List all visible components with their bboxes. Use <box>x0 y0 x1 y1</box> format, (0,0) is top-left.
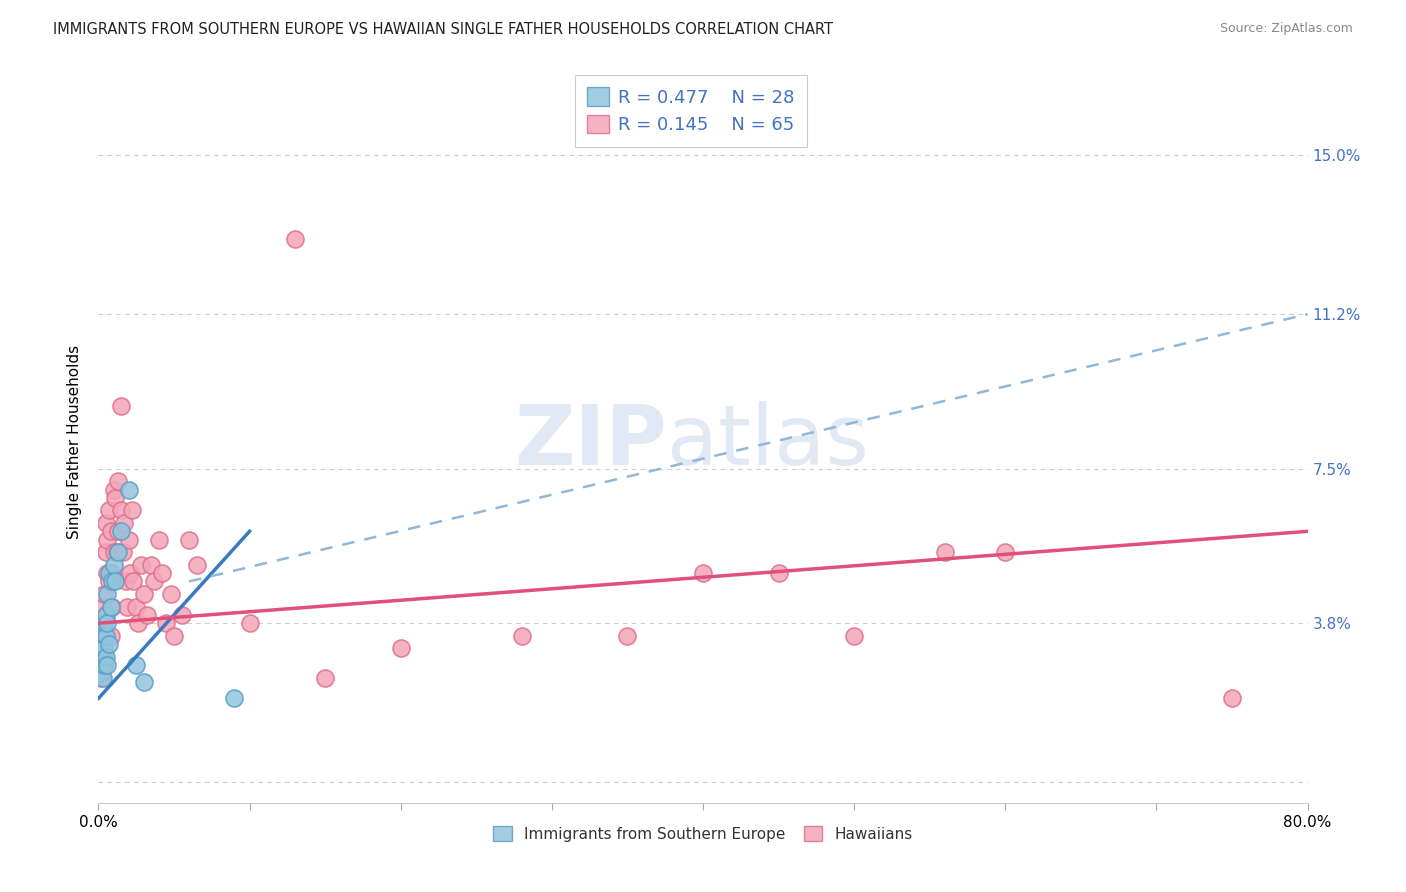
Point <box>103 483 125 497</box>
Point <box>101 599 124 614</box>
Point <box>768 566 790 580</box>
Point <box>118 483 141 497</box>
Point <box>104 574 127 589</box>
Point <box>93 587 115 601</box>
Point <box>91 599 114 614</box>
Point <box>103 545 125 559</box>
Point <box>107 545 129 559</box>
Point <box>125 599 148 614</box>
Point <box>96 566 118 580</box>
Point <box>844 629 866 643</box>
Point <box>132 674 155 689</box>
Point <box>89 649 111 664</box>
Point <box>934 545 956 559</box>
Point <box>163 629 186 643</box>
Point <box>150 566 173 580</box>
Point <box>692 566 714 580</box>
Point <box>89 629 111 643</box>
Point <box>141 558 163 572</box>
Point <box>120 566 142 580</box>
Legend: Immigrants from Southern Europe, Hawaiians: Immigrants from Southern Europe, Hawaiia… <box>486 818 920 849</box>
Point <box>110 399 132 413</box>
Point <box>89 666 111 681</box>
Point <box>125 657 148 672</box>
Point <box>616 629 638 643</box>
Point <box>98 574 121 589</box>
Point <box>93 657 115 672</box>
Point <box>135 607 157 622</box>
Point <box>94 607 117 622</box>
Point <box>186 558 208 572</box>
Point <box>101 574 124 589</box>
Point <box>121 503 143 517</box>
Point <box>93 641 115 656</box>
Point <box>1220 691 1243 706</box>
Point <box>132 587 155 601</box>
Point <box>179 533 201 547</box>
Point <box>96 533 118 547</box>
Text: ZIP: ZIP <box>515 401 666 482</box>
Point <box>91 671 114 685</box>
Point <box>994 545 1017 559</box>
Point <box>129 558 152 572</box>
Point <box>90 616 112 631</box>
Point <box>111 545 134 559</box>
Point <box>100 524 122 539</box>
Point <box>160 587 183 601</box>
Point <box>98 566 121 580</box>
Point <box>107 474 129 488</box>
Point <box>103 558 125 572</box>
Point <box>155 616 177 631</box>
Point <box>91 616 114 631</box>
Point <box>284 232 307 246</box>
Point <box>224 691 246 706</box>
Point <box>94 629 117 643</box>
Point <box>90 649 112 664</box>
Y-axis label: Single Father Households: Single Father Households <box>67 344 83 539</box>
Point <box>112 516 135 530</box>
Point <box>93 657 115 672</box>
Point <box>96 616 118 631</box>
Point <box>110 524 132 539</box>
Point <box>94 516 117 530</box>
Point <box>101 566 124 580</box>
Point <box>94 607 117 622</box>
Point <box>96 657 118 672</box>
Point <box>118 533 141 547</box>
Point <box>89 657 111 672</box>
Text: IMMIGRANTS FROM SOUTHERN EUROPE VS HAWAIIAN SINGLE FATHER HOUSEHOLDS CORRELATION: IMMIGRANTS FROM SOUTHERN EUROPE VS HAWAI… <box>53 22 834 37</box>
Point <box>91 641 114 656</box>
Point <box>110 503 132 517</box>
Point <box>98 503 121 517</box>
Text: Source: ZipAtlas.com: Source: ZipAtlas.com <box>1219 22 1353 36</box>
Point <box>122 574 145 589</box>
Point <box>90 657 112 672</box>
Point <box>100 599 122 614</box>
Point <box>114 574 136 589</box>
Point <box>90 629 112 643</box>
Point <box>148 533 170 547</box>
Point <box>94 649 117 664</box>
Point <box>143 574 166 589</box>
Point <box>239 616 262 631</box>
Point <box>98 637 121 651</box>
Point <box>100 629 122 643</box>
Point <box>93 629 115 643</box>
Point <box>314 671 336 685</box>
Point <box>93 616 115 631</box>
Point <box>104 491 127 505</box>
Point <box>91 649 114 664</box>
Point <box>107 524 129 539</box>
Text: atlas: atlas <box>666 401 869 482</box>
Point <box>96 587 118 601</box>
Point <box>94 545 117 559</box>
Point <box>105 545 128 559</box>
Point <box>90 671 112 685</box>
Point <box>510 629 533 643</box>
Point <box>115 599 138 614</box>
Point <box>91 641 114 656</box>
Point <box>170 607 193 622</box>
Point <box>389 641 412 656</box>
Point <box>127 616 149 631</box>
